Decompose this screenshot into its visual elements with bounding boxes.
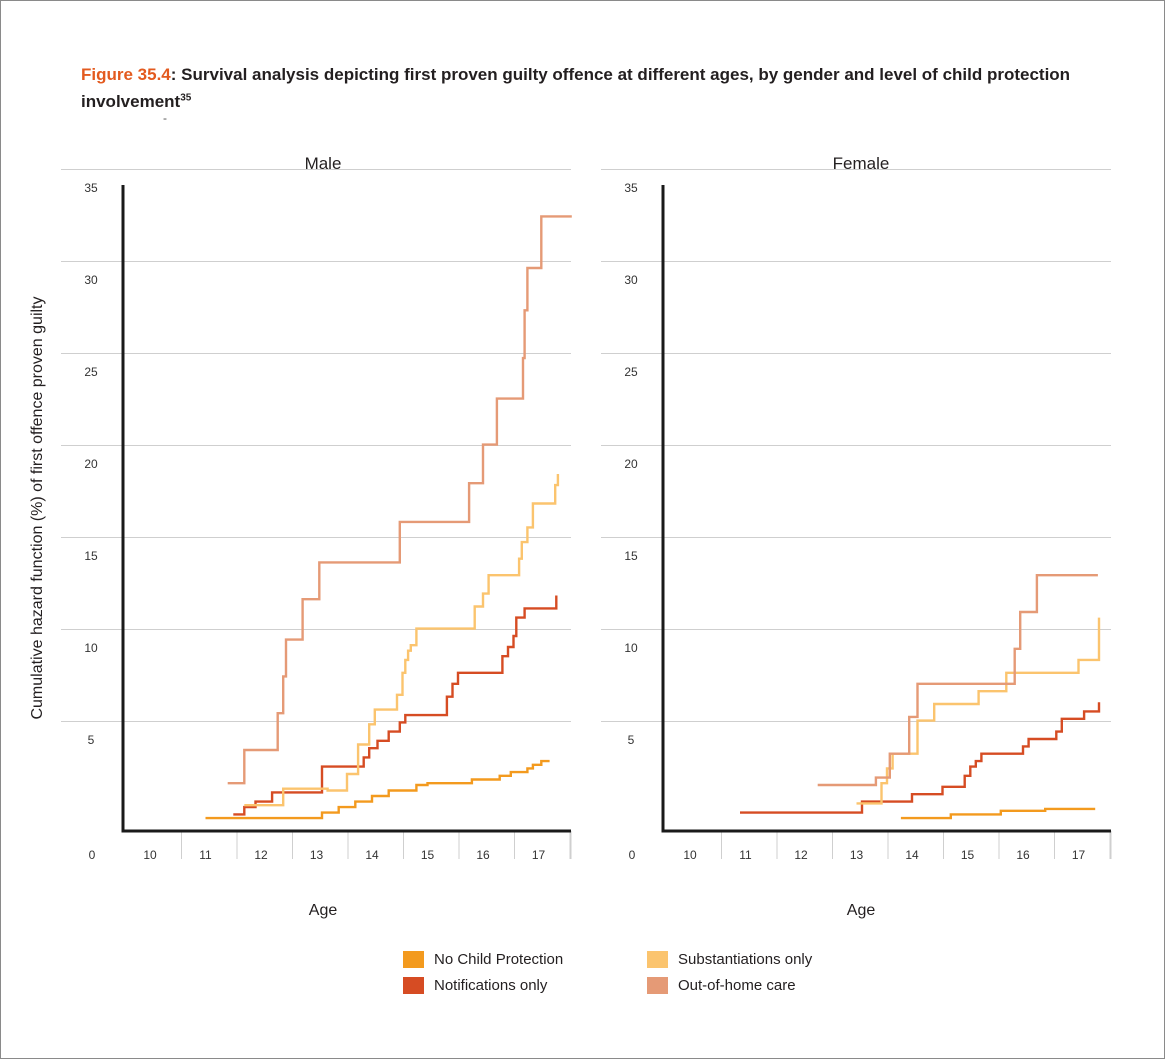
- x-tick-label: 12: [254, 848, 268, 862]
- legend-label: Substantiations only: [678, 951, 813, 968]
- y-tick-label: 20: [84, 457, 98, 471]
- x-tick-label: 10: [143, 848, 157, 862]
- y-tick-label: 5: [88, 733, 95, 747]
- x-axis-label: Age: [309, 902, 338, 919]
- survival-charts: Male 5 10 15 20 25 30 35 0 10 11 12 13 14 15 16 17 Age Cum…: [29, 154, 1112, 919]
- x-tick-label: 11: [199, 848, 212, 862]
- legend-swatch: [403, 951, 424, 968]
- y-tick-label: 25: [84, 365, 98, 379]
- figure-title: Figure 35.4: Survival analysis depicting…: [81, 61, 1091, 115]
- x-tick-label: 16: [476, 848, 490, 862]
- x-tick-label: 13: [850, 848, 864, 862]
- series-line-out-of-home-care: [227, 215, 572, 785]
- x-tick-label: 11: [739, 848, 752, 862]
- y-axis-label: Cumulative hazard function (%) of first …: [29, 296, 46, 719]
- legend-item-notifications-only: Notifications only: [403, 977, 547, 994]
- x-tick-label: 17: [1072, 848, 1086, 862]
- y-tick-label: 25: [624, 365, 638, 379]
- y-tick-label: 10: [624, 641, 638, 655]
- y-tick-label: 30: [84, 273, 98, 287]
- legend-label: Out-of-home care: [678, 977, 796, 994]
- series-line-notifications-only: [233, 595, 558, 816]
- y-tick-label: 15: [84, 549, 98, 563]
- y-tick-label: 35: [84, 181, 98, 195]
- x-tick-label: 12: [794, 848, 808, 862]
- legend-item-out-of-home-care: Out-of-home care: [647, 977, 796, 994]
- figure-footnote-ref: 35: [180, 92, 192, 104]
- series-line-no-child-protection: [205, 759, 550, 820]
- series-line-substantiations-only: [244, 474, 560, 807]
- x-axis-label: Age: [847, 902, 876, 919]
- legend-item-substantiations-only: Substantiations only: [647, 951, 812, 968]
- y-tick-label: 30: [624, 273, 638, 287]
- x-tick-label: 17: [532, 848, 546, 862]
- y-tick-label: 10: [84, 641, 98, 655]
- x-tick-label: 15: [421, 848, 435, 862]
- x-tick-label: 0: [629, 848, 636, 862]
- panel-title: Male: [305, 154, 342, 173]
- panel-title: Female: [833, 154, 890, 173]
- figure-number: Figure 35.4: [81, 65, 171, 84]
- legend-label: Notifications only: [434, 977, 548, 994]
- series-line-notifications-only: [740, 702, 1101, 814]
- legend-swatch: [647, 951, 668, 968]
- series-line-out-of-home-care: [817, 574, 1098, 787]
- legend-item-no-child-protection: No Child Protection: [403, 951, 563, 968]
- series-line-no-child-protection: [900, 807, 1096, 820]
- x-tick-label: 15: [961, 848, 975, 862]
- y-tick-label: 15: [624, 549, 638, 563]
- legend-swatch: [403, 977, 424, 994]
- x-tick-label: 13: [310, 848, 324, 862]
- x-tick-label: 14: [905, 848, 919, 862]
- figure-title-text: : Survival analysis depicting first prov…: [81, 65, 1071, 111]
- x-tick-label: 0: [89, 848, 96, 862]
- legend-label: No Child Protection: [434, 951, 564, 968]
- x-tick-label: 14: [365, 848, 379, 862]
- legend-swatch: [647, 977, 668, 994]
- y-tick-label: 35: [624, 181, 638, 195]
- x-tick-label: 16: [1016, 848, 1030, 862]
- y-tick-label: 5: [628, 733, 635, 747]
- stray-dash-mark: -: [163, 111, 167, 125]
- x-tick-label: 10: [683, 848, 697, 862]
- series-line-substantiations-only: [856, 617, 1101, 805]
- y-tick-label: 20: [624, 457, 638, 471]
